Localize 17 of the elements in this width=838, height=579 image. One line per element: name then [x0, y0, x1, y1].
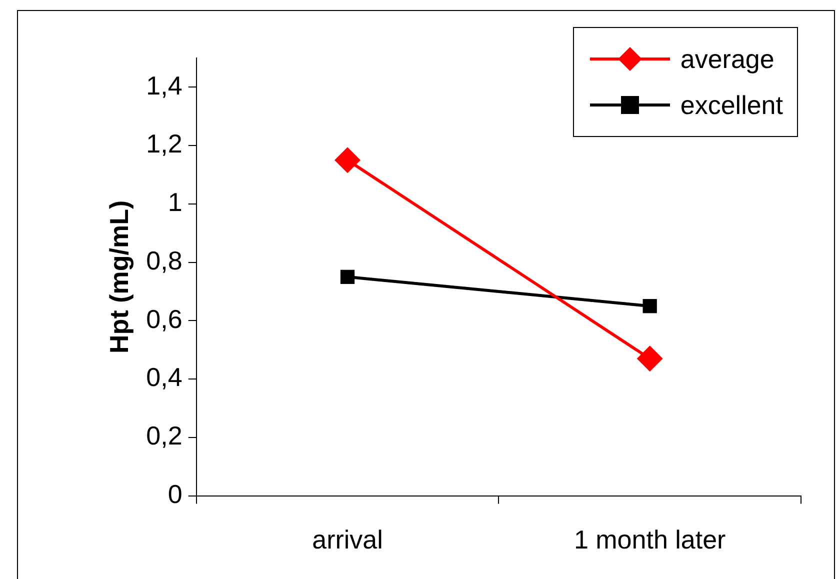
y-tick-label: 0,2 — [146, 420, 182, 451]
y-tick-label: 0,6 — [146, 304, 182, 334]
point — [334, 147, 361, 174]
x-tick-label: arrival — [312, 524, 383, 555]
y-tick-label: 1,4 — [146, 70, 182, 100]
y-tick-label: 0,8 — [146, 245, 182, 276]
y-tick-label: 1,2 — [146, 128, 182, 159]
y-tick-label: 1 — [168, 187, 182, 218]
point — [636, 346, 663, 372]
point — [340, 270, 355, 284]
legend-label: excellent — [680, 90, 783, 120]
y-tick-label: 0,4 — [146, 362, 182, 392]
legend-label: average — [680, 44, 774, 74]
y-axis-title: Hpt (mg/mL) — [104, 200, 134, 354]
x-tick-label: 1 month later — [574, 524, 726, 555]
y-tick-label: 0 — [168, 478, 182, 509]
point — [642, 299, 657, 314]
